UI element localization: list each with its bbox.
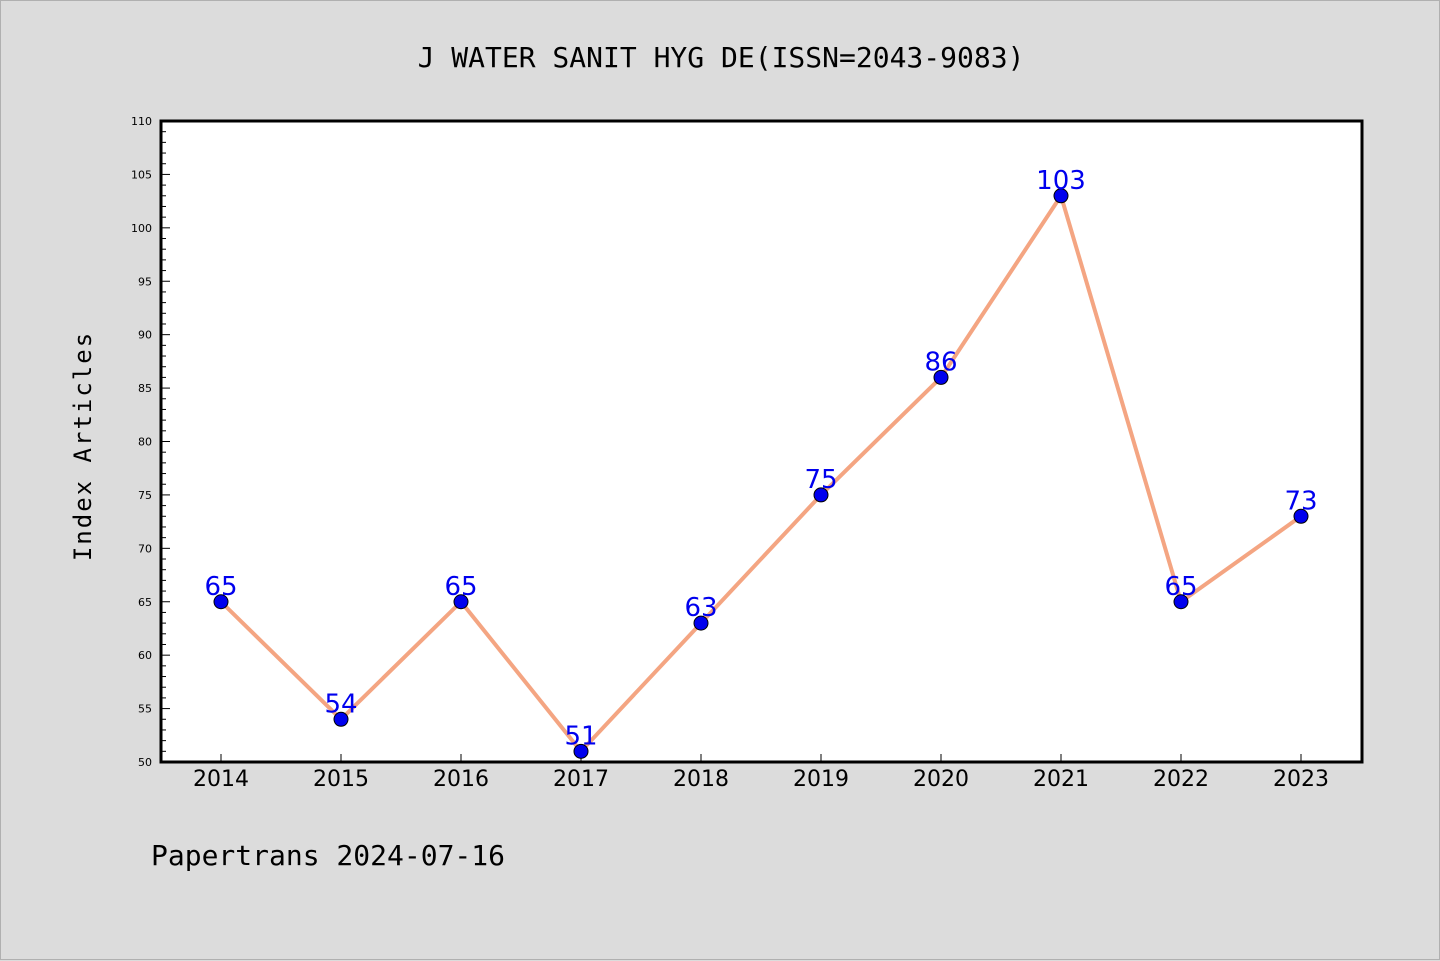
data-label: 54 <box>324 689 357 719</box>
data-point <box>453 594 469 610</box>
x-tick-label: 2015 <box>313 767 369 792</box>
data-label: 73 <box>1284 486 1317 516</box>
data-point <box>573 743 589 759</box>
y-tick-label: 55 <box>138 703 152 716</box>
y-tick-label: 80 <box>138 436 152 449</box>
data-point <box>1293 508 1309 524</box>
x-axis-ticks: 2014 2015 2016 2017 2018 2019 2020 2021 2022 2023 <box>193 754 1329 792</box>
data-point <box>213 594 229 610</box>
x-tick-label: 2023 <box>1273 767 1329 792</box>
y-tick-label: 85 <box>138 382 152 395</box>
data-markers <box>213 188 1309 759</box>
y-tick-label: 110 <box>131 115 152 128</box>
y-axis-label: Index Articles <box>69 331 97 561</box>
x-tick-label: 2022 <box>1153 767 1209 792</box>
y-tick-label: 90 <box>138 329 152 342</box>
y-tick-label: 75 <box>138 489 152 502</box>
x-tick-label: 2018 <box>673 767 729 792</box>
data-label: 65 <box>1164 572 1197 602</box>
x-tick-label: 2017 <box>553 767 609 792</box>
x-tick-label: 2016 <box>433 767 489 792</box>
data-point <box>933 369 949 385</box>
chart-title: J WATER SANIT HYG DE(ISSN=2043-9083) <box>418 41 1025 74</box>
data-label: 65 <box>204 572 237 602</box>
data-labels: 65 54 65 51 63 75 86 103 65 73 <box>204 166 1317 752</box>
y-tick-label: 60 <box>138 649 152 662</box>
y-tick-label: 105 <box>131 168 152 181</box>
plot-area <box>159 119 1364 764</box>
series-polyline <box>219 193 1303 754</box>
data-point <box>693 615 709 631</box>
data-label: 51 <box>564 721 597 751</box>
data-point <box>813 487 829 503</box>
data-label: 75 <box>804 465 837 495</box>
y-tick-label: 50 <box>138 756 152 769</box>
data-point <box>1173 594 1189 610</box>
data-point <box>333 711 349 727</box>
data-label: 65 <box>444 572 477 602</box>
data-label: 63 <box>684 593 717 623</box>
series-line <box>219 193 1303 754</box>
x-tick-label: 2019 <box>793 767 849 792</box>
y-tick-label: 70 <box>138 542 152 555</box>
footer-text: Papertrans 2024-07-16 <box>151 839 505 872</box>
data-label: 86 <box>924 347 957 377</box>
x-tick-label: 2020 <box>913 767 969 792</box>
y-tick-label: 100 <box>131 222 152 235</box>
data-label: 103 <box>1036 166 1086 196</box>
x-tick-label: 2014 <box>193 767 249 792</box>
y-tick-label: 65 <box>138 596 152 609</box>
y-tick-label: 95 <box>138 275 152 288</box>
y-axis-ticks: 50 55 60 65 70 75 80 85 90 95 100 105 110 <box>131 115 170 769</box>
data-point <box>1053 188 1069 204</box>
x-tick-label: 2021 <box>1033 767 1089 792</box>
